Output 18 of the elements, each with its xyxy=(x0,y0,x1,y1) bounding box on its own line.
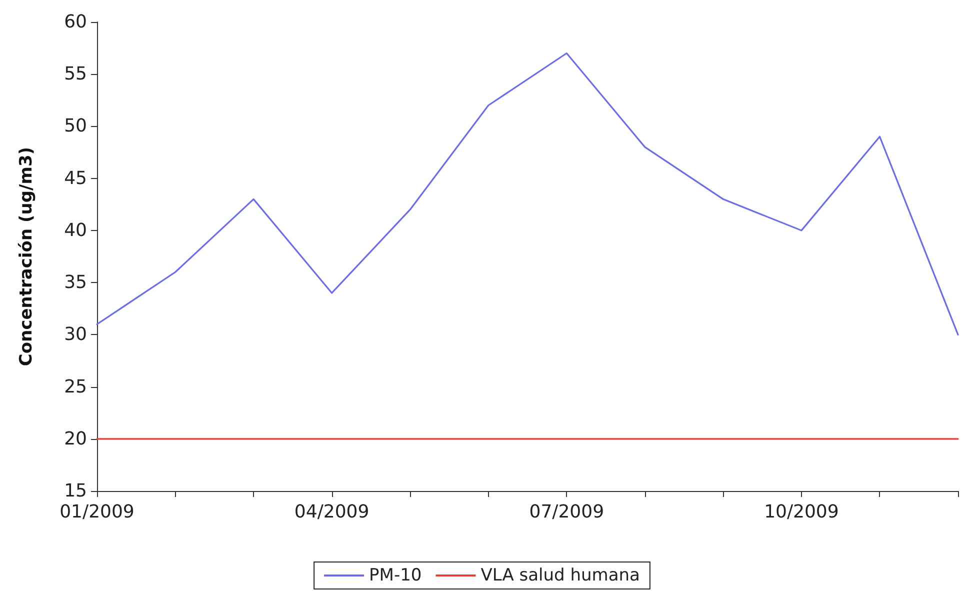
y-tick-label: 40 xyxy=(64,220,87,241)
line-series xyxy=(96,52,959,336)
x-tick-label: 04/2009 xyxy=(294,502,370,522)
y-tick-label: 25 xyxy=(64,376,87,398)
legend-label: PM-10 xyxy=(369,566,422,586)
y-tick-label: 55 xyxy=(64,64,87,85)
x-tick-label: 10/2009 xyxy=(764,502,839,522)
legend-label: VLA salud humana xyxy=(480,566,640,586)
y-tick-label: 60 xyxy=(64,12,87,32)
y-axis-title: Concentración (ug/m3) xyxy=(16,146,36,366)
y-tick-label: 35 xyxy=(64,272,87,294)
x-tick-label: 07/2009 xyxy=(529,502,604,522)
y-tick-label: 30 xyxy=(64,324,87,346)
x-tick-label: 01/2009 xyxy=(60,502,134,522)
y-tick-label: 20 xyxy=(64,428,87,450)
y-tick-label: 15 xyxy=(64,480,87,502)
y-tick-label: 50 xyxy=(64,116,87,137)
y-tick-label: 45 xyxy=(64,168,87,189)
